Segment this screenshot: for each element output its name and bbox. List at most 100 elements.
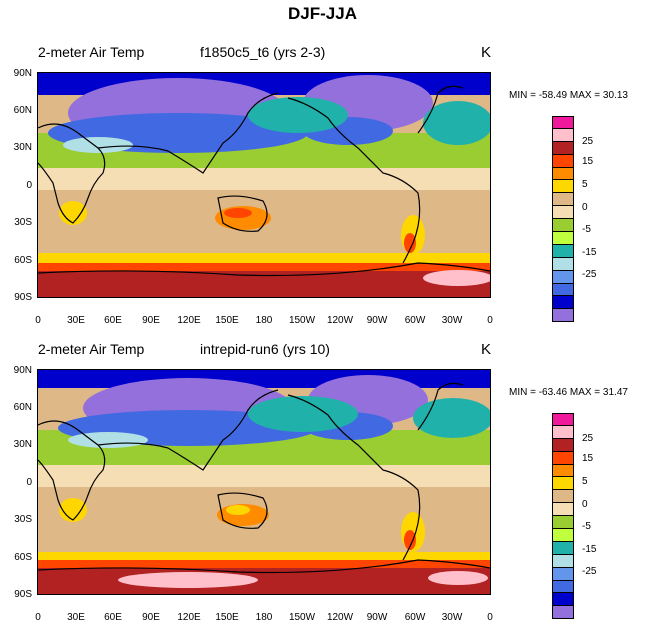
- colorbar-label: -15: [582, 544, 597, 555]
- lat-tick: 30S: [14, 217, 32, 228]
- colorbar-swatch: [552, 477, 574, 491]
- min-max-stats: MIN = -58.49 MAX = 30.13: [509, 90, 628, 101]
- colorbar-label: 0: [582, 499, 588, 510]
- lon-tick: 120W: [326, 315, 354, 326]
- lat-tick: 0: [26, 477, 32, 488]
- lat-tick: 90N: [13, 68, 32, 79]
- colorbar-label: -5: [582, 224, 591, 235]
- lat-tick: 30N: [13, 439, 32, 450]
- colorbar-label: 15: [582, 156, 594, 167]
- variable-label: 2-meter Air Temp: [38, 341, 145, 357]
- colorbar-swatch: [552, 309, 574, 323]
- atlantic-teal-region: [413, 398, 490, 438]
- lon-tick: 150E: [215, 612, 239, 623]
- colorbar-swatch: [552, 593, 574, 607]
- lon-tick: 120E: [177, 315, 201, 326]
- lon-tick: 0: [35, 612, 41, 623]
- lon-tick: 90E: [142, 612, 160, 623]
- band-south-orange: [38, 263, 490, 271]
- colorbar-swatch: [552, 257, 574, 271]
- colorbar: [552, 116, 574, 323]
- colorbar: [552, 413, 574, 620]
- case-label: intrepid-run6 (yrs 10): [200, 341, 330, 357]
- colorbar-swatch: [552, 193, 574, 207]
- south-africa-warm-region: [59, 201, 87, 225]
- europe-lightblue-region: [63, 137, 133, 153]
- americas-coast: [287, 97, 421, 264]
- colorbar-label: 5: [582, 476, 588, 487]
- variable-label: 2-meter Air Temp: [38, 44, 145, 60]
- colorbar-label: -25: [582, 269, 597, 280]
- lon-tick: 150W: [288, 612, 316, 623]
- greenland-coast: [417, 382, 464, 431]
- lon-tick: 60E: [104, 612, 122, 623]
- lon-tick: 90W: [366, 612, 388, 623]
- colorbar-label: 5: [582, 179, 588, 190]
- colorbar-swatch: [552, 270, 574, 284]
- australia-hot-core: [224, 208, 252, 218]
- africa-europe-coast: [38, 420, 106, 521]
- colorbar-label: -15: [582, 247, 597, 258]
- lon-tick: 150E: [215, 315, 239, 326]
- lon-tick: 150W: [288, 315, 316, 326]
- colorbar-swatch: [552, 141, 574, 155]
- lat-tick: 30S: [14, 514, 32, 525]
- figure-title: DJF-JJA: [288, 4, 357, 23]
- colorbar-label: -5: [582, 521, 591, 532]
- colorbar-swatch: [552, 529, 574, 542]
- europe-lightblue-region: [68, 432, 148, 448]
- colorbar-swatch: [552, 128, 574, 142]
- lon-tick: 60E: [104, 315, 122, 326]
- colorbar-swatch: [552, 541, 574, 555]
- colorbar-swatch: [552, 232, 574, 245]
- lat-tick: 0: [26, 180, 32, 191]
- case-label: f1850c5_t6 (yrs 2-3): [200, 44, 326, 60]
- lat-tick: 60N: [13, 402, 32, 413]
- australia-core: [226, 505, 250, 515]
- colorbar-swatch: [552, 116, 574, 129]
- colorbar-label: 15: [582, 453, 594, 464]
- colorbar-swatch: [552, 154, 574, 168]
- colorbar-swatch: [552, 490, 574, 504]
- band-equator-wheat: [38, 168, 490, 190]
- colorbar-swatch: [552, 606, 574, 620]
- patagonia-hot-core: [404, 233, 416, 253]
- atlantic-teal-region: [423, 101, 490, 145]
- antarctica-coast: [38, 559, 490, 574]
- antarctica-pink-region-east: [118, 572, 258, 588]
- pacific-teal-region: [248, 396, 358, 432]
- band-south-orange: [38, 560, 490, 568]
- colorbar-swatch: [552, 219, 574, 233]
- asia-coast: [97, 389, 279, 471]
- south-africa-warm-region: [59, 498, 87, 522]
- colorbar-swatch: [552, 425, 574, 439]
- lat-tick: 90S: [14, 292, 32, 303]
- units-label: K: [481, 44, 492, 61]
- lon-tick: 90E: [142, 315, 160, 326]
- australia-coast: [217, 492, 268, 529]
- lon-tick: 0: [487, 612, 493, 623]
- colorbar-swatch: [552, 244, 574, 258]
- lon-tick: 0: [487, 315, 493, 326]
- africa-europe-coast: [38, 123, 106, 224]
- lon-tick: 0: [35, 315, 41, 326]
- min-max-stats: MIN = -63.46 MAX = 31.47: [509, 387, 628, 398]
- patagonia-hot-core: [404, 530, 416, 550]
- map-svg: [38, 73, 490, 297]
- colorbar-swatch: [552, 451, 574, 465]
- colorbar-swatch: [552, 283, 574, 297]
- antarctica-pink-region-west: [428, 571, 488, 585]
- coastlines: [38, 382, 490, 574]
- lat-tick: 90N: [13, 365, 32, 376]
- asia-coast: [97, 92, 279, 174]
- lat-tick: 30N: [13, 142, 32, 153]
- colorbar-swatch: [552, 503, 574, 517]
- colorbar-label: 25: [582, 136, 594, 147]
- antarctica-pink-region: [423, 270, 490, 286]
- colorbar-swatch: [552, 554, 574, 568]
- colorbar-swatch: [552, 296, 574, 310]
- pacific-teal-region: [248, 97, 348, 133]
- lat-tick: 90S: [14, 589, 32, 600]
- temperature-map: [37, 369, 491, 595]
- colorbar-swatch: [552, 464, 574, 478]
